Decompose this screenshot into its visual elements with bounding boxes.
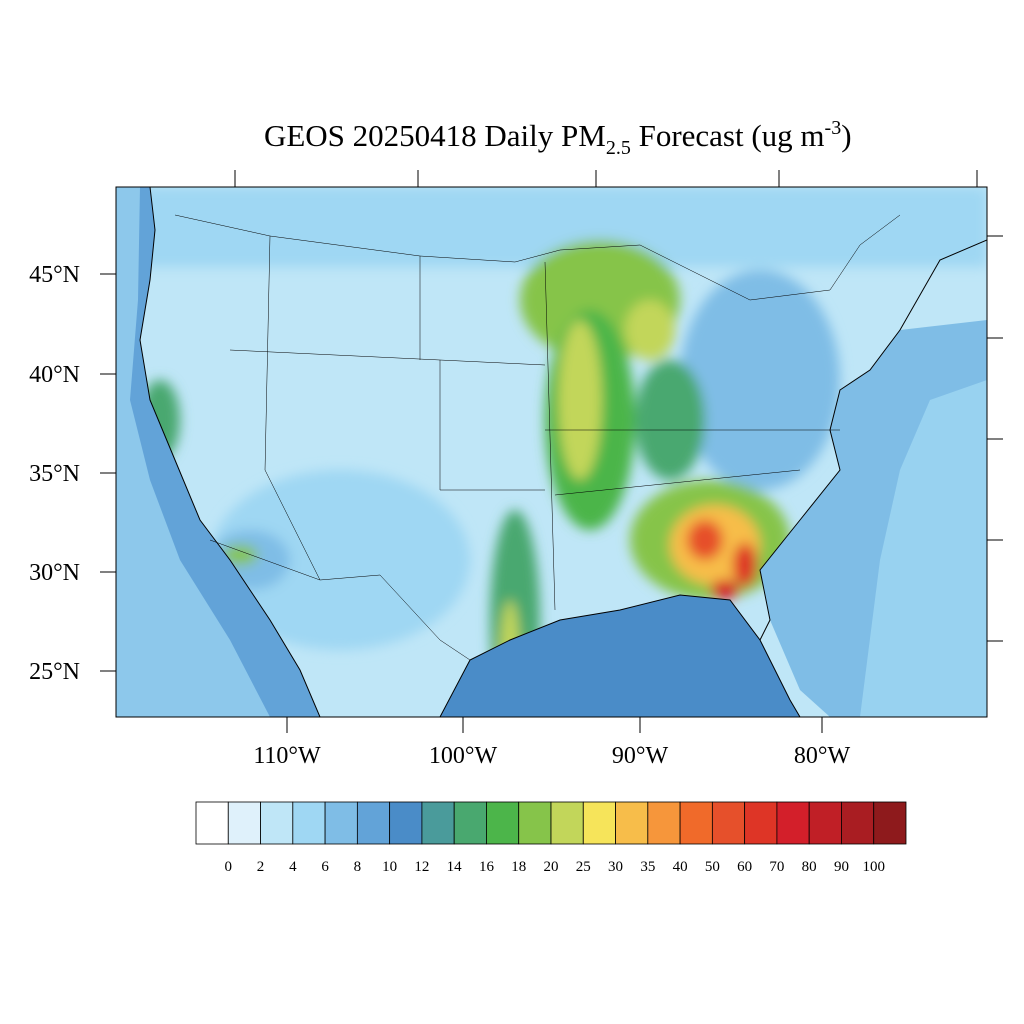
lon-label: 90°W [612, 743, 669, 769]
lat-label: 45°N [29, 262, 80, 288]
colorbar-box [324, 801, 358, 845]
colorbar-label: 20 [544, 859, 559, 875]
title-text: ) [841, 118, 851, 153]
colorbar-box [550, 801, 584, 845]
atlantic-ocean-far [860, 380, 987, 717]
colorbar-label: 2 [257, 859, 265, 875]
lat-label: 35°N [29, 461, 80, 487]
colorbar-label: 18 [511, 859, 526, 875]
colorbar-box [744, 801, 778, 845]
colorbar-label: 80 [802, 859, 817, 875]
colorbar-label: 90 [834, 859, 849, 875]
colorbar-box [518, 801, 552, 845]
colorbar-box [711, 801, 746, 845]
colorbar-label: 10 [382, 859, 397, 875]
colorbar-label: 16 [479, 859, 495, 875]
colorbar-box [841, 801, 875, 845]
title-text: GEOS 20250418 Daily PM [264, 118, 606, 153]
gulf-of-mexico [440, 595, 800, 717]
colorbar-label: 50 [705, 859, 720, 875]
colorbar-label: 60 [737, 859, 752, 875]
colorbar-box [873, 801, 907, 845]
title-subscript: 2.5 [606, 137, 631, 159]
colorbar-box [389, 801, 423, 845]
lon-label: 80°W [794, 743, 851, 769]
colorbar-label: 100 [862, 859, 885, 875]
lat-label: 25°N [29, 659, 80, 685]
colorbar-box [486, 801, 520, 845]
colorbar-label: 6 [321, 859, 329, 875]
colorbar-label: 35 [640, 859, 655, 875]
colorbar-box [615, 801, 649, 845]
colorbar-box [776, 801, 810, 845]
title: GEOS 20250418 Daily PM2.5 Forecast (ug m… [225, 117, 875, 159]
colorbar-box [195, 801, 229, 845]
axis-labels: 45°N 40°N 35°N 30°N 25°N 110°W 100°W 90°W 80°W [29, 262, 850, 769]
lat-label: 30°N [29, 560, 80, 586]
lat-label: 40°N [29, 362, 80, 388]
colorbar: 0 2 4 6 8 10 12 14 16 18 20 25 30 35 40 50 60 70 80 90 100 [195, 801, 907, 875]
lon-label: 100°W [429, 743, 498, 769]
colorbar-label: 14 [447, 859, 463, 875]
colorbar-box [356, 801, 391, 845]
colorbar-label: 4 [289, 859, 297, 875]
pacific-ocean-far [116, 187, 270, 717]
colorbar-box [647, 801, 681, 845]
map [116, 187, 987, 717]
colorbar-box [679, 801, 713, 845]
colorbar-label: 30 [608, 859, 623, 875]
colorbar-box [227, 801, 261, 845]
map-frame [115, 186, 988, 718]
colorbar-label: 40 [673, 859, 688, 875]
concentration-field [116, 187, 987, 717]
colorbar-label: 0 [225, 859, 233, 875]
lon-label: 110°W [253, 743, 321, 769]
colorbar-box [292, 801, 326, 845]
colorbar-label: 70 [769, 859, 784, 875]
colorbar-box [808, 801, 842, 845]
colorbar-box [582, 801, 616, 845]
colorbar-label: 12 [414, 859, 429, 875]
title-superscript: -3 [825, 117, 842, 139]
colorbar-box [260, 801, 294, 845]
map-ticks [100, 170, 1003, 733]
title-text: Forecast (ug m [631, 118, 825, 153]
state-borders [174, 214, 901, 661]
colorbar-box [453, 801, 487, 845]
colorbar-label: 8 [354, 859, 362, 875]
colorbar-label: 25 [576, 859, 591, 875]
colorbar-box [421, 801, 455, 845]
